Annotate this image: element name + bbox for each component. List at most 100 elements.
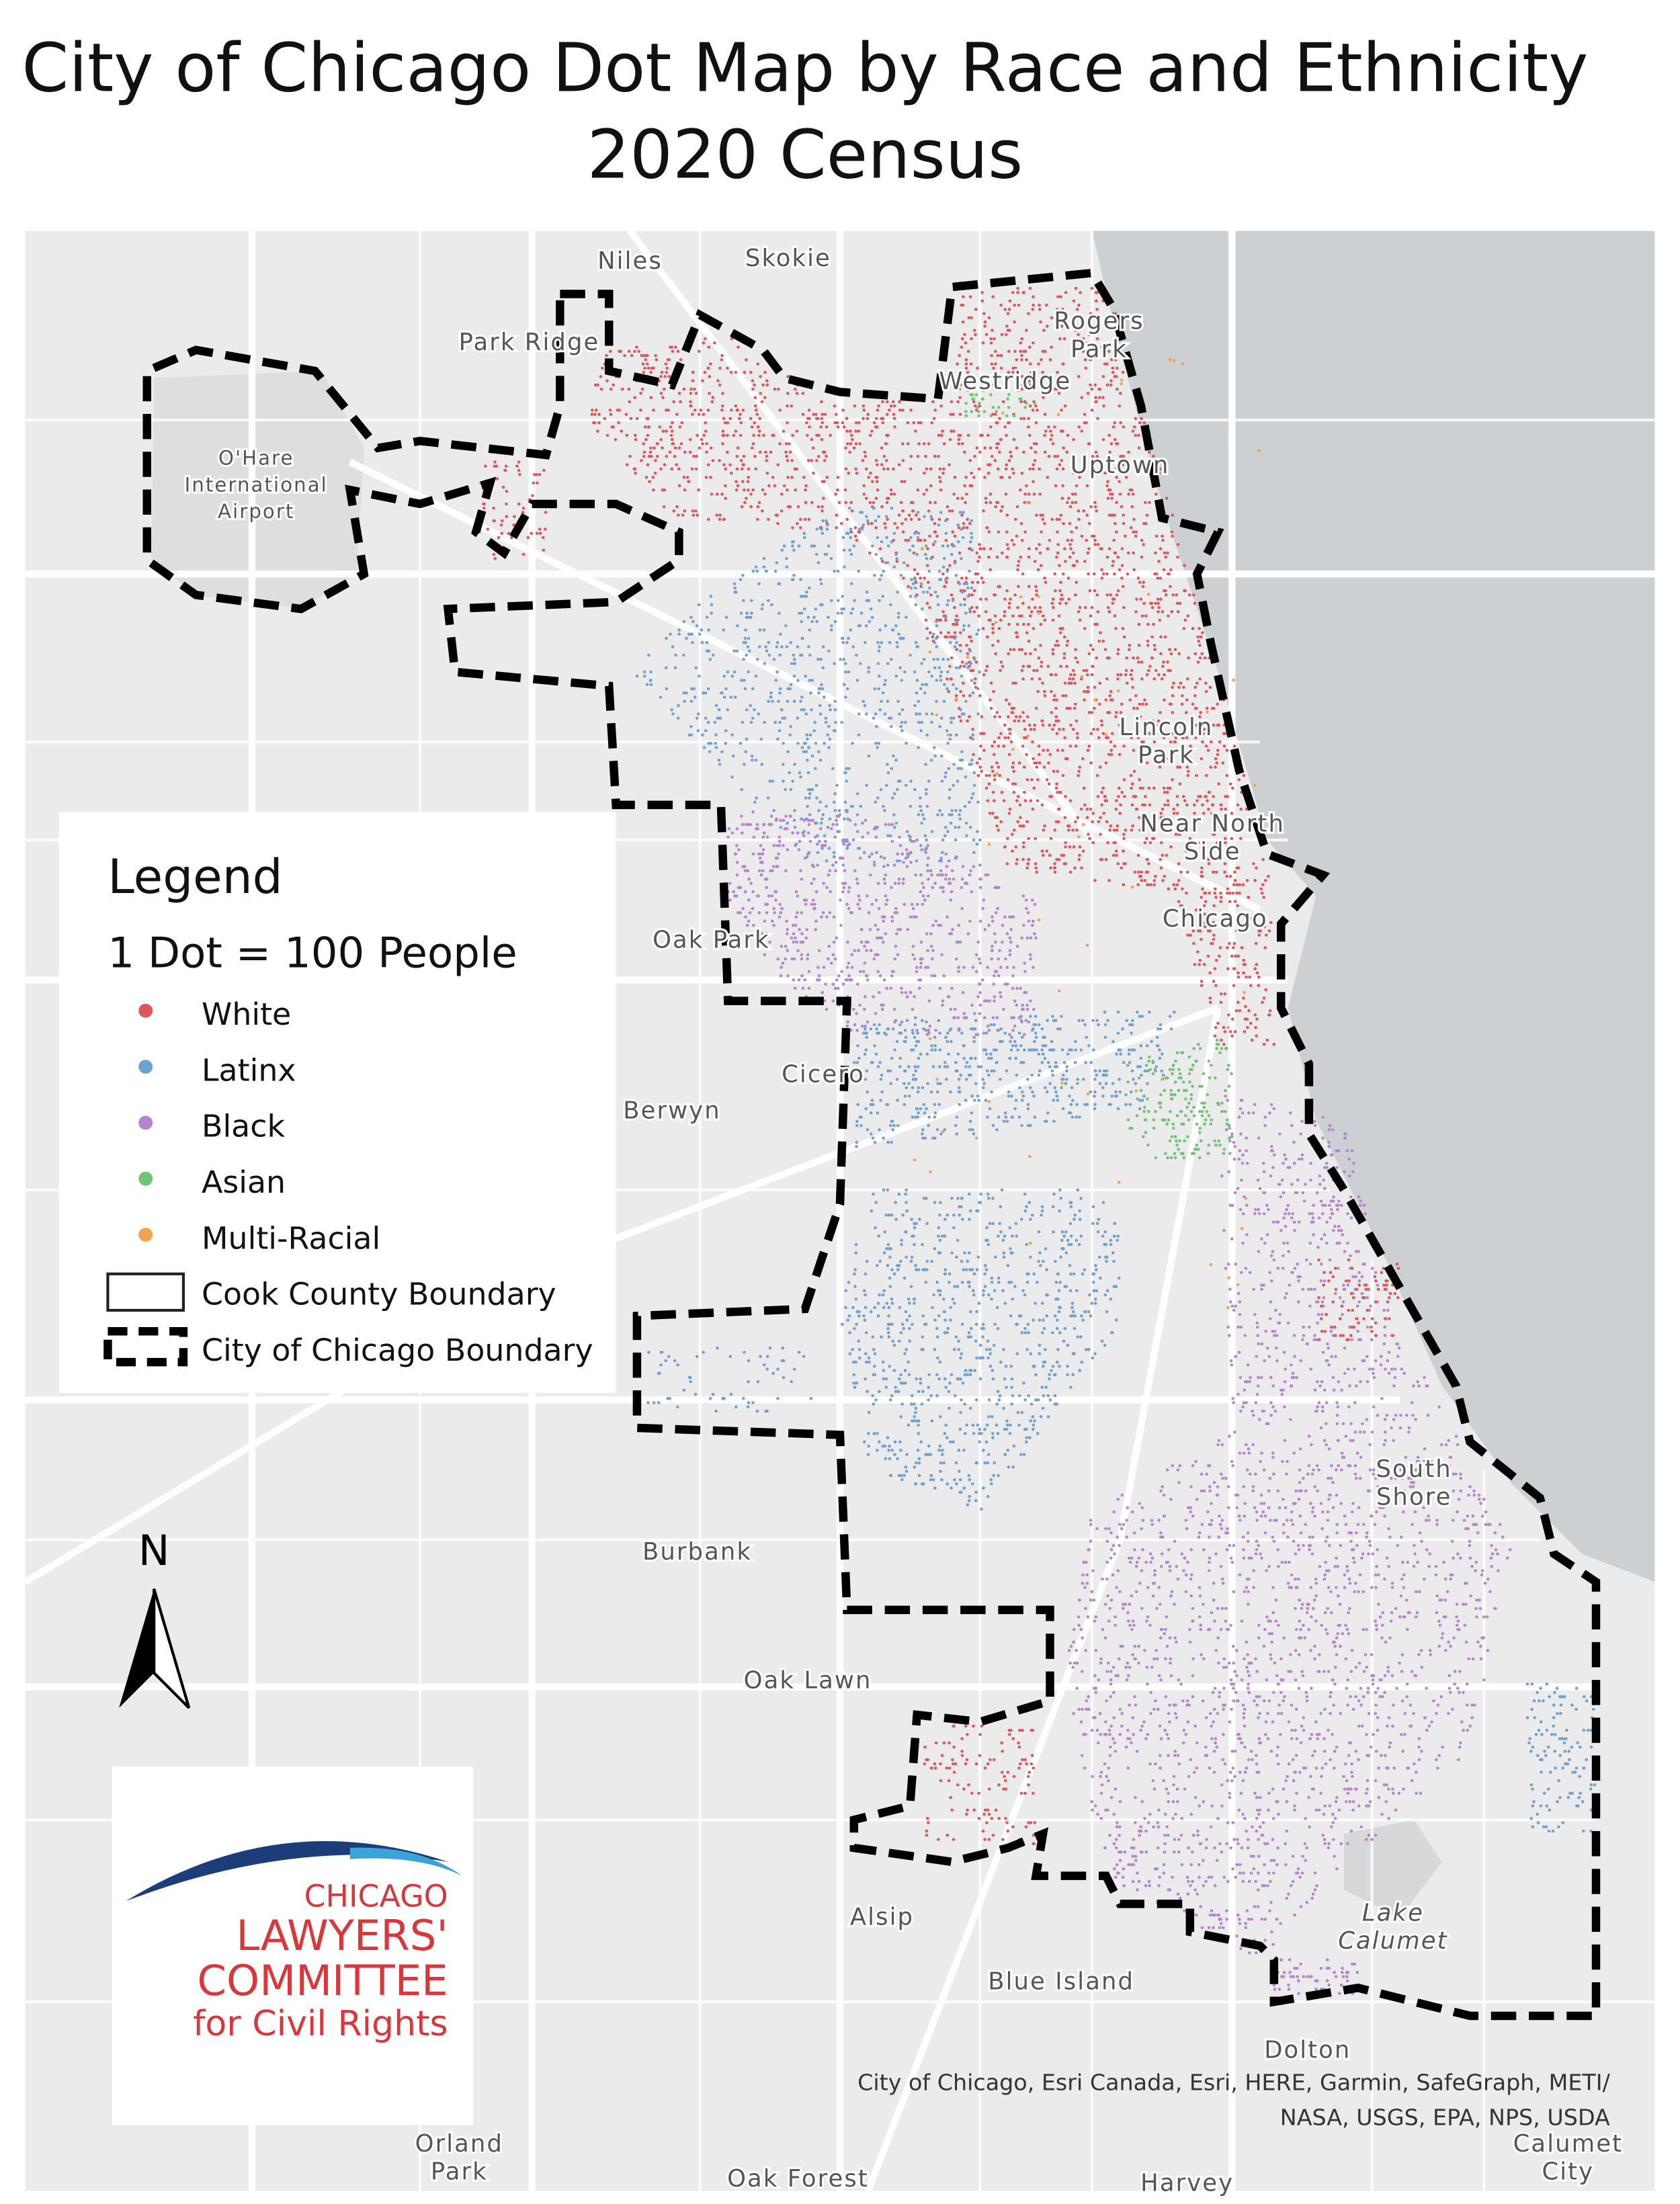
dot: [784, 450, 788, 454]
dot: [863, 704, 867, 708]
dot: [1056, 769, 1060, 773]
dot: [905, 1086, 909, 1090]
dot: [917, 1056, 921, 1060]
dot: [949, 677, 953, 681]
dot: [1128, 1060, 1132, 1064]
dot: [1048, 853, 1052, 857]
dot: [853, 404, 857, 408]
dot: [883, 1444, 887, 1448]
dot: [1166, 799, 1170, 802]
dot: [844, 446, 847, 450]
dot: [869, 1132, 873, 1136]
dot: [814, 783, 818, 788]
dot: [1039, 564, 1043, 567]
dot: [790, 662, 794, 665]
dot: [933, 590, 937, 594]
dot: [890, 1449, 894, 1452]
dot: [1073, 1272, 1076, 1276]
dot: [1236, 904, 1239, 908]
dot: [968, 825, 972, 829]
dot: [978, 1201, 981, 1204]
dot: [1060, 749, 1064, 752]
dot: [673, 446, 677, 450]
dot: [996, 639, 1000, 643]
dot: [1267, 1013, 1271, 1017]
dot: [795, 429, 799, 433]
dot: [1253, 967, 1257, 970]
dot: [941, 838, 945, 842]
dot: [646, 362, 649, 366]
dot: [1054, 706, 1058, 710]
dot: [863, 1052, 867, 1056]
dot: [793, 763, 796, 766]
dot: [953, 1394, 957, 1398]
dot: [943, 1318, 947, 1322]
dot: [1051, 648, 1055, 651]
dot: [962, 1268, 965, 1271]
dot: [1203, 728, 1206, 731]
dot: [1136, 656, 1140, 660]
dot: [888, 1398, 892, 1402]
dot: [789, 683, 793, 687]
dot: [1192, 593, 1195, 597]
dot: [1055, 1094, 1059, 1098]
dot: [943, 1060, 947, 1064]
dot: [482, 506, 486, 510]
dot: [886, 1322, 890, 1326]
dot: [745, 737, 749, 741]
dot: [1088, 1293, 1091, 1297]
dot: [964, 341, 968, 345]
dot: [938, 476, 941, 479]
dot: [938, 1360, 942, 1364]
dot: [1102, 404, 1105, 408]
dot: [1019, 1762, 1022, 1766]
dot: [1146, 883, 1149, 886]
dot: [766, 796, 770, 800]
dot: [709, 595, 713, 598]
dot: [791, 779, 794, 783]
dot: [1219, 896, 1223, 899]
dot: [820, 582, 823, 586]
dot: [959, 603, 962, 607]
dot: [661, 446, 664, 450]
dot: [862, 700, 866, 704]
dot: [937, 454, 940, 458]
dot: [775, 513, 779, 517]
dot: [808, 796, 811, 800]
dot: [962, 1044, 966, 1048]
dot: [844, 670, 847, 674]
dot: [683, 450, 687, 454]
dot: [937, 1234, 940, 1238]
dot: [912, 421, 916, 425]
dot: [833, 620, 837, 624]
dot: [935, 624, 939, 628]
dot: [958, 644, 962, 647]
dot: [1201, 803, 1204, 807]
dot: [1253, 879, 1257, 882]
dot: [925, 1829, 929, 1833]
dot: [966, 1259, 970, 1263]
dot: [864, 1306, 868, 1310]
dot: [1029, 728, 1033, 731]
dot: [862, 851, 866, 855]
dot: [1073, 1218, 1076, 1221]
dot: [952, 1724, 956, 1728]
dot: [840, 611, 843, 615]
dot: [1022, 765, 1026, 769]
dot: [1236, 803, 1240, 807]
dot: [1091, 454, 1095, 458]
dot: [971, 728, 974, 731]
dot: [1167, 887, 1171, 891]
dot: [1101, 1201, 1105, 1204]
dot: [784, 442, 788, 446]
dot: [1249, 1021, 1253, 1025]
dot: [1032, 1766, 1036, 1770]
dot: [633, 433, 637, 437]
dot: [977, 1791, 980, 1795]
dot: [911, 544, 915, 548]
dot: [900, 708, 905, 712]
dot: [665, 636, 668, 640]
dot: [892, 1124, 896, 1128]
dot: [1018, 824, 1022, 828]
dot: [970, 639, 973, 643]
